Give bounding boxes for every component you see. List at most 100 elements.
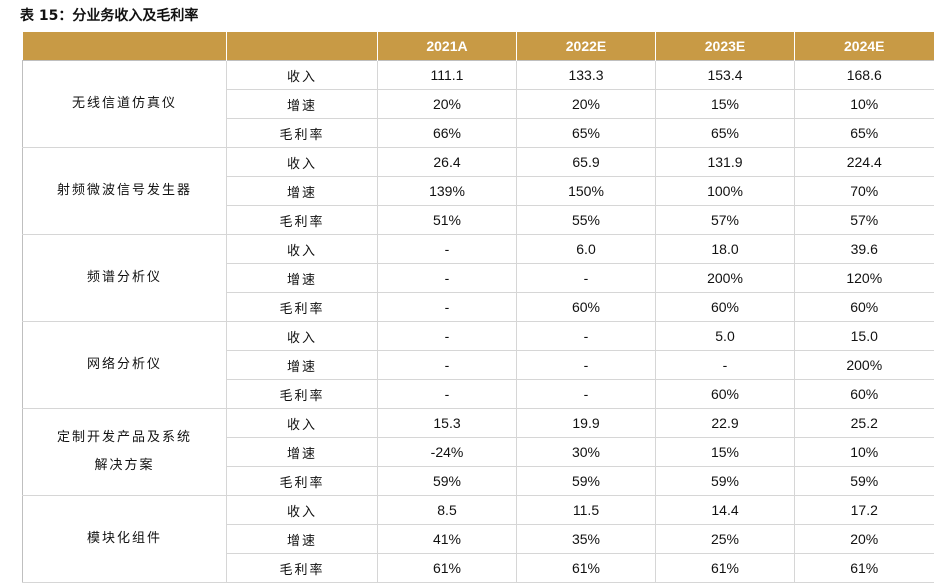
value-cell: - bbox=[377, 379, 517, 409]
metric-label-cell: 增速 bbox=[226, 437, 378, 467]
value-cell: 61% bbox=[794, 553, 934, 583]
metric-label-cell: 收入 bbox=[226, 234, 378, 264]
value-cell: 57% bbox=[794, 205, 934, 235]
metric-label-cell: 毛利率 bbox=[226, 553, 378, 583]
value-cell: - bbox=[377, 350, 517, 380]
value-cell: 59% bbox=[655, 466, 795, 496]
metric-label-cell: 收入 bbox=[226, 147, 378, 177]
header-cell-2022e: 2022E bbox=[516, 32, 656, 61]
value-cell: 59% bbox=[377, 466, 517, 496]
table-header-row: 2021A 2022E 2023E 2024E bbox=[22, 32, 934, 61]
value-cell: 20% bbox=[516, 89, 656, 119]
table-row: 增速 41% 35% 25% 20% bbox=[23, 524, 934, 554]
value-cell: 15.0 bbox=[794, 321, 934, 351]
metric-label-cell: 增速 bbox=[226, 263, 378, 293]
value-cell: 61% bbox=[655, 553, 795, 583]
value-cell: 111.1 bbox=[377, 60, 517, 90]
value-cell: 19.9 bbox=[516, 408, 656, 438]
table-body: 无线信道仿真仪 收入 111.1 133.3 153.4 168.6 增速 20% 20% 15%… bbox=[22, 60, 934, 583]
value-cell: 14.4 bbox=[655, 495, 795, 525]
value-cell: 120% bbox=[794, 263, 934, 293]
product-name-cell: 网络分析仪 bbox=[22, 321, 227, 409]
table-row: 射频微波信号发生器 收入 26.4 65.9 131.9 224.4 bbox=[22, 147, 934, 235]
value-cell: 60% bbox=[655, 379, 795, 409]
value-cell: 60% bbox=[655, 292, 795, 322]
revenue-margin-table: 2021A 2022E 2023E 2024E 无线信道仿真仪 收入 111.1 13… bbox=[22, 32, 934, 583]
value-cell: 35% bbox=[516, 524, 656, 554]
table-row: 毛利率 66% 65% 65% 65% bbox=[23, 118, 934, 148]
value-cell: 6.0 bbox=[516, 234, 656, 264]
value-cell: 57% bbox=[655, 205, 795, 235]
product-name-cell: 无线信道仿真仪 bbox=[22, 60, 227, 148]
table-row: 毛利率 59% 59% 59% 59% bbox=[23, 466, 934, 496]
value-cell: 5.0 bbox=[655, 321, 795, 351]
value-cell: 55% bbox=[516, 205, 656, 235]
value-cell: 60% bbox=[516, 292, 656, 322]
table-row: 增速 - - -200% bbox=[23, 350, 934, 380]
metric-label-cell: 收入 bbox=[226, 321, 378, 351]
value-cell: - bbox=[655, 350, 795, 380]
value-cell: 39.6 bbox=[794, 234, 934, 264]
value-cell: - bbox=[516, 350, 656, 380]
header-cell bbox=[22, 32, 227, 61]
table-caption: 表 15：分业务收入及毛利率 bbox=[20, 8, 199, 24]
value-cell: 224.4 bbox=[794, 147, 934, 177]
header-cell-2023e: 2023E bbox=[655, 32, 795, 61]
metric-label-cell: 增速 bbox=[226, 524, 378, 554]
metric-label-cell: 增速 bbox=[226, 89, 378, 119]
value-cell: 61% bbox=[377, 553, 517, 583]
value-cell: 30% bbox=[516, 437, 656, 467]
metric-label-cell: 毛利率 bbox=[226, 118, 378, 148]
value-cell: 200% bbox=[794, 350, 934, 380]
metric-label-cell: 收入 bbox=[226, 495, 378, 525]
value-cell: - bbox=[516, 263, 656, 293]
value-cell: - bbox=[377, 292, 517, 322]
value-cell: 200% bbox=[655, 263, 795, 293]
table-row: 毛利率 61% 61% 61% 61% bbox=[23, 553, 934, 583]
product-name-cell: 射频微波信号发生器 bbox=[22, 147, 227, 235]
value-cell: 70% bbox=[794, 176, 934, 206]
value-cell: - bbox=[377, 234, 517, 264]
product-name-cell: 频谱分析仪 bbox=[22, 234, 227, 322]
value-cell: - bbox=[516, 321, 656, 351]
value-cell: 15% bbox=[655, 437, 795, 467]
value-cell: 10% bbox=[794, 89, 934, 119]
table-row: 定制开发产品及系统解决方案 收入 15.3 19.9 22.9 25.2 bbox=[22, 408, 934, 496]
value-cell: 61% bbox=[516, 553, 656, 583]
table-row: 模块化组件 收入 8.5 11.5 14.4 17.2 bbox=[22, 495, 934, 583]
value-cell: 133.3 bbox=[516, 60, 656, 90]
table-row: 毛利率 -60% 60% 60% bbox=[23, 292, 934, 322]
table-row: 增速 139% 150% 100% 70% bbox=[23, 176, 934, 206]
value-cell: 51% bbox=[377, 205, 517, 235]
value-cell: 59% bbox=[516, 466, 656, 496]
value-cell: 150% bbox=[516, 176, 656, 206]
table-row: 增速 - -200% 120% bbox=[23, 263, 934, 293]
metric-label-cell: 收入 bbox=[226, 60, 378, 90]
header-cell bbox=[226, 32, 378, 61]
value-cell: 66% bbox=[377, 118, 517, 148]
value-cell: 65% bbox=[655, 118, 795, 148]
value-cell: 65.9 bbox=[516, 147, 656, 177]
value-cell: -24% bbox=[377, 437, 517, 467]
header-cell-2024e: 2024E bbox=[794, 32, 934, 61]
value-cell: 25% bbox=[655, 524, 795, 554]
table-row: 增速 -24% 30% 15% 10% bbox=[23, 437, 934, 467]
value-cell: 17.2 bbox=[794, 495, 934, 525]
value-cell: 100% bbox=[655, 176, 795, 206]
metric-label-cell: 增速 bbox=[226, 176, 378, 206]
value-cell: 25.2 bbox=[794, 408, 934, 438]
table-row: 频谱分析仪 收入 -6.0 18.0 39.6 bbox=[22, 234, 934, 322]
value-cell: 18.0 bbox=[655, 234, 795, 264]
metric-label-cell: 毛利率 bbox=[226, 292, 378, 322]
table-row: 毛利率 51% 55% 57% 57% bbox=[23, 205, 934, 235]
value-cell: 22.9 bbox=[655, 408, 795, 438]
value-cell: 168.6 bbox=[794, 60, 934, 90]
metric-label-cell: 增速 bbox=[226, 350, 378, 380]
metric-label-cell: 毛利率 bbox=[226, 466, 378, 496]
value-cell: 65% bbox=[516, 118, 656, 148]
value-cell: - bbox=[377, 321, 517, 351]
table-row: 增速 20% 20% 15% 10% bbox=[23, 89, 934, 119]
product-name-cell: 模块化组件 bbox=[22, 495, 227, 583]
value-cell: 10% bbox=[794, 437, 934, 467]
value-cell: 20% bbox=[377, 89, 517, 119]
